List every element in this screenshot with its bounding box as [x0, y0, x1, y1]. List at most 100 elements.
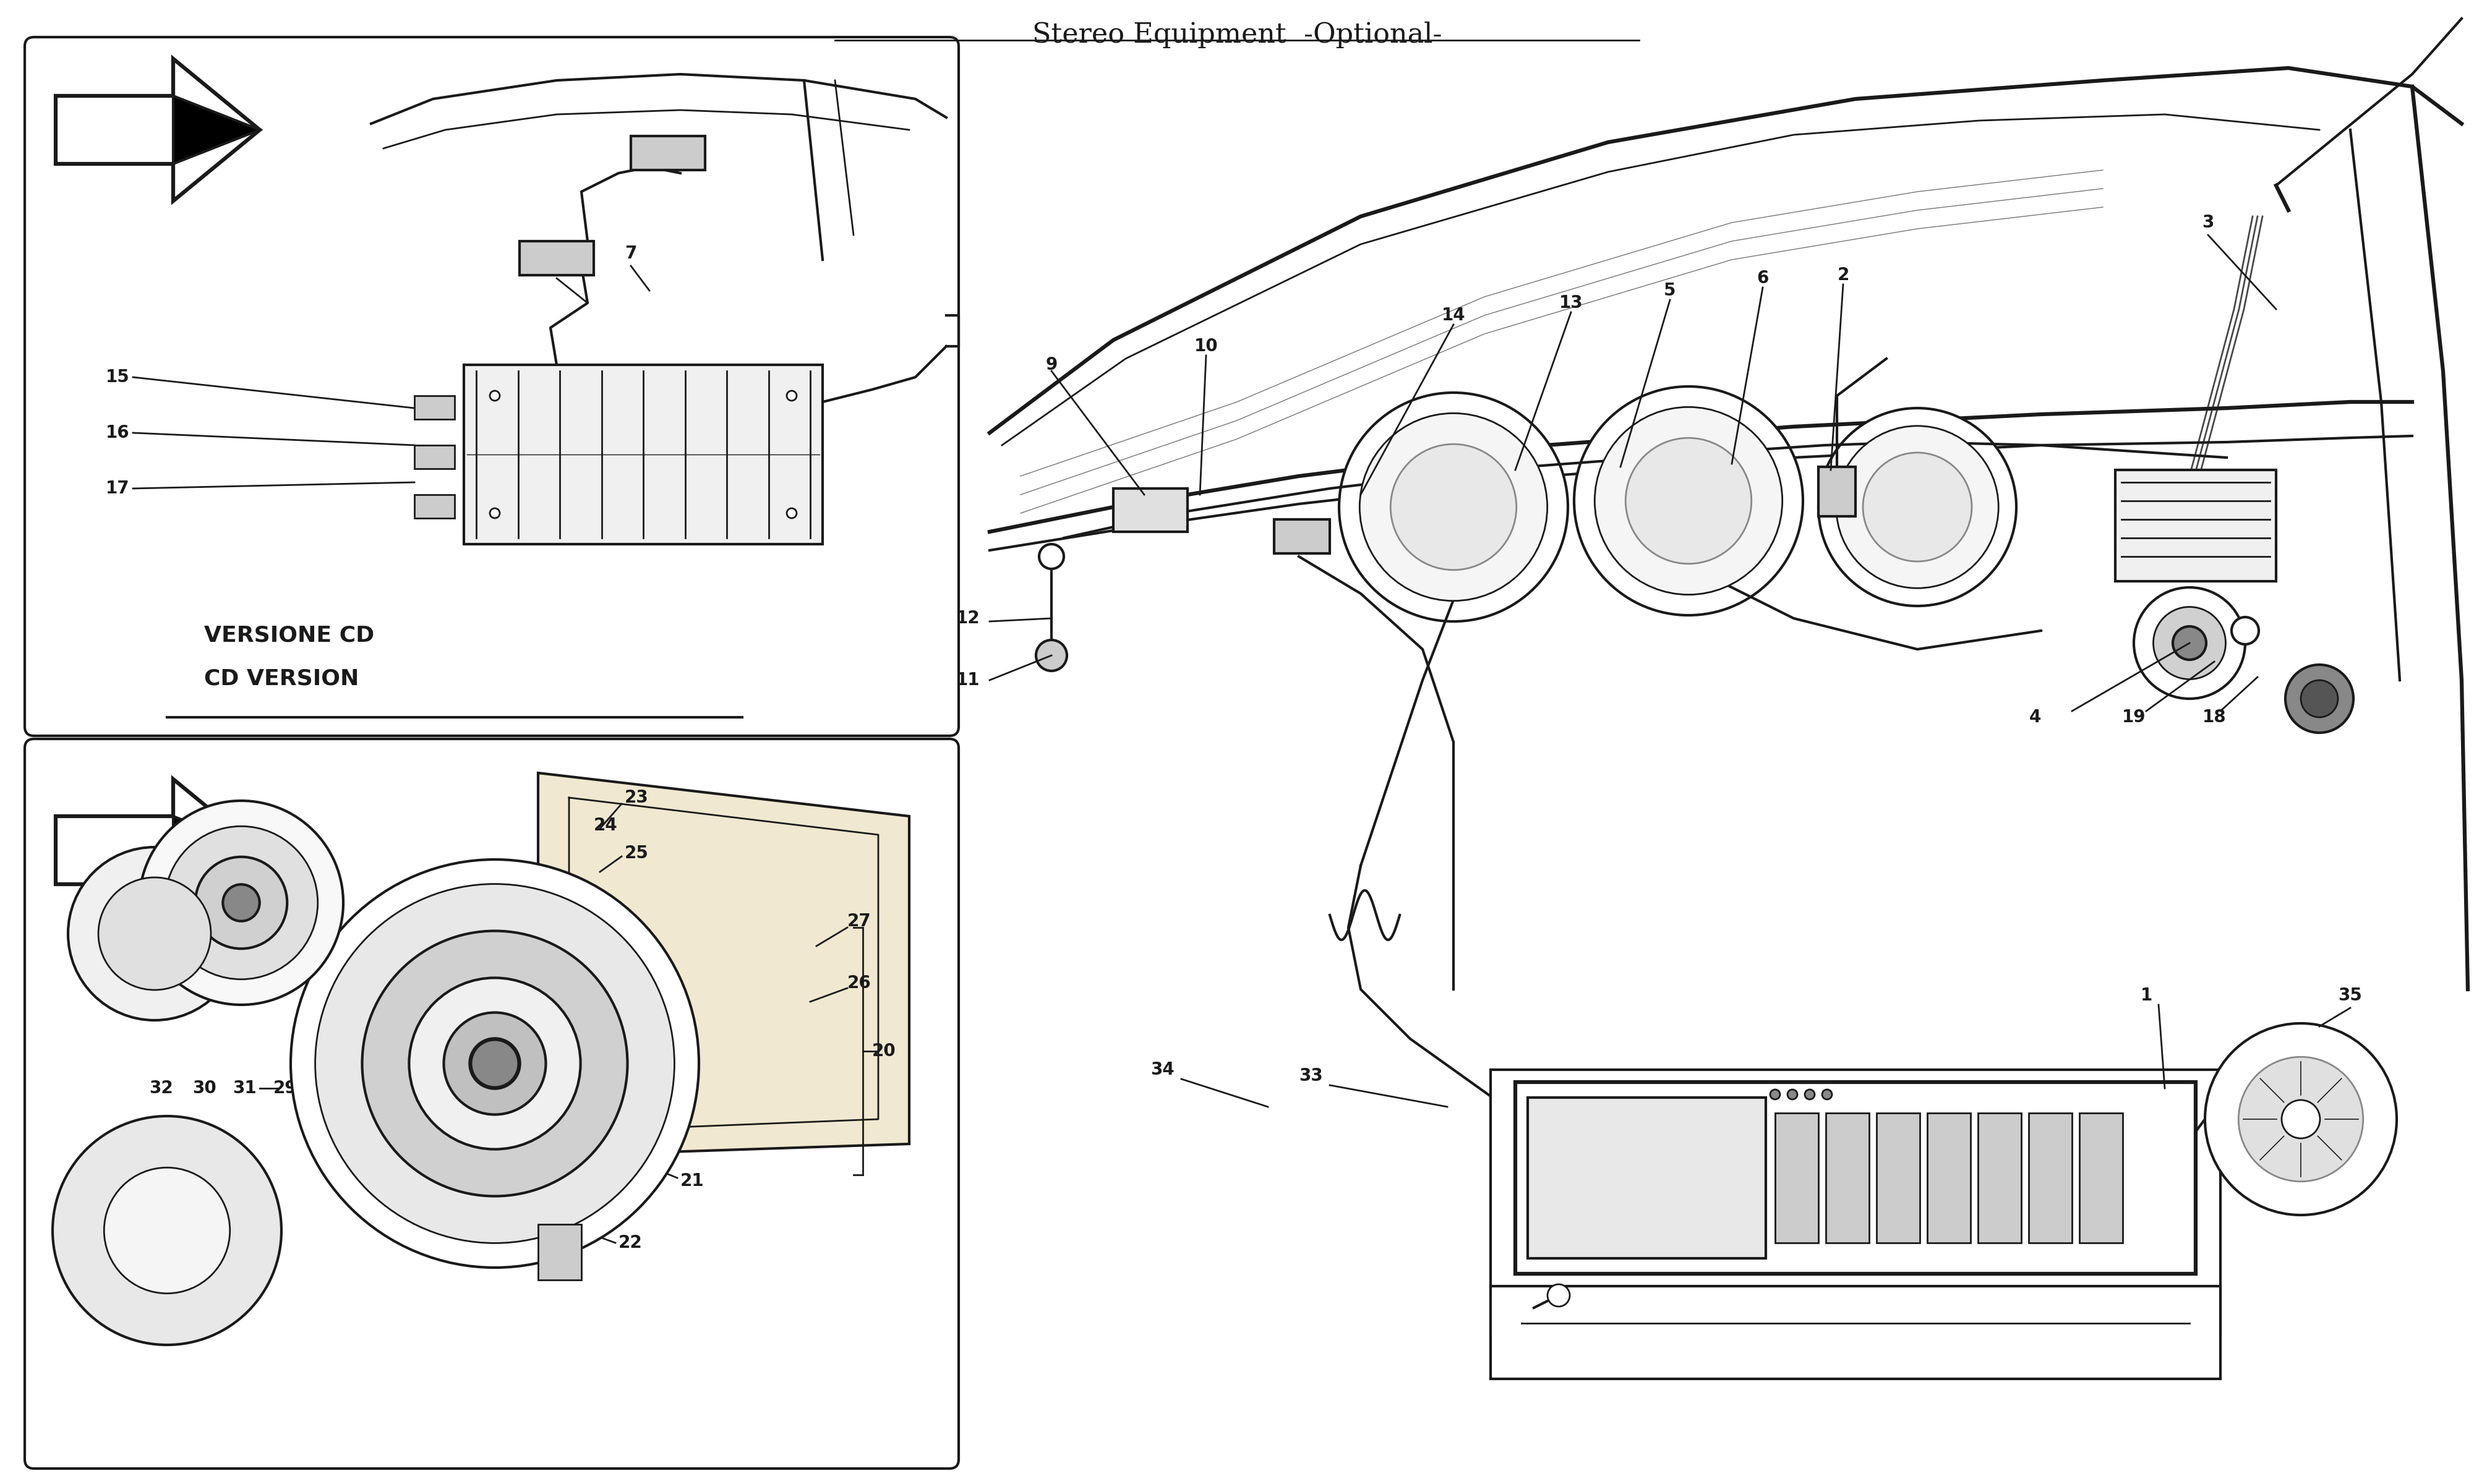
Text: 31: 31: [233, 1080, 257, 1097]
Circle shape: [139, 801, 344, 1005]
Circle shape: [470, 1039, 520, 1088]
Circle shape: [1596, 407, 1781, 595]
Circle shape: [99, 877, 210, 990]
Circle shape: [195, 856, 287, 948]
FancyBboxPatch shape: [25, 739, 960, 1469]
Text: 25: 25: [623, 844, 648, 862]
Text: 27: 27: [846, 913, 871, 930]
FancyBboxPatch shape: [25, 37, 960, 736]
Bar: [2029, 1113, 2073, 1244]
Bar: [465, 365, 821, 545]
Text: 35: 35: [2338, 987, 2363, 1005]
Bar: [1489, 1287, 2222, 1379]
Bar: [416, 494, 455, 518]
Bar: [2078, 1113, 2123, 1244]
Circle shape: [223, 884, 260, 922]
Circle shape: [2286, 665, 2353, 733]
Circle shape: [1818, 408, 2016, 605]
Circle shape: [314, 884, 675, 1244]
Text: 5: 5: [1665, 282, 1675, 300]
Text: 19: 19: [2123, 708, 2145, 726]
Circle shape: [1625, 438, 1752, 564]
Circle shape: [787, 508, 797, 518]
Circle shape: [52, 1116, 282, 1345]
Text: 33: 33: [1299, 1067, 1324, 1085]
Circle shape: [408, 978, 581, 1149]
Text: CD VERSION: CD VERSION: [203, 668, 359, 689]
Text: Stereo Equipment  -Optional-: Stereo Equipment -Optional-: [1032, 22, 1442, 49]
Circle shape: [292, 859, 700, 1267]
Text: 24: 24: [594, 816, 618, 834]
Bar: [1927, 1113, 1969, 1244]
Bar: [520, 240, 594, 275]
Text: 1: 1: [2140, 987, 2152, 1005]
Bar: [416, 445, 455, 469]
Bar: [1274, 519, 1331, 554]
Text: 17: 17: [106, 479, 129, 497]
Circle shape: [1806, 1089, 1816, 1100]
Circle shape: [443, 1012, 547, 1114]
Circle shape: [104, 1168, 230, 1294]
Text: 14: 14: [1442, 307, 1465, 324]
Circle shape: [1037, 640, 1066, 671]
Circle shape: [361, 930, 628, 1196]
Circle shape: [1786, 1089, 1796, 1100]
Bar: [539, 1224, 581, 1279]
Circle shape: [2133, 588, 2246, 699]
Text: 4: 4: [2029, 708, 2041, 726]
Bar: [1529, 1098, 1766, 1258]
Text: 12: 12: [955, 610, 980, 626]
Circle shape: [1836, 426, 1999, 588]
Circle shape: [2204, 1024, 2397, 1215]
Text: 23: 23: [623, 789, 648, 806]
Circle shape: [787, 390, 797, 401]
Polygon shape: [173, 96, 260, 163]
Text: 30: 30: [193, 1080, 218, 1097]
Text: 29: 29: [272, 1080, 297, 1097]
Text: 22: 22: [618, 1235, 643, 1251]
Text: 34: 34: [1150, 1061, 1175, 1079]
Text: 7: 7: [626, 245, 636, 263]
Circle shape: [1573, 386, 1804, 616]
Circle shape: [490, 390, 500, 401]
Bar: [1826, 1113, 1870, 1244]
Text: 8: 8: [552, 257, 562, 275]
Text: 32: 32: [148, 1080, 173, 1097]
Circle shape: [1549, 1284, 1571, 1306]
Text: 6: 6: [1757, 270, 1769, 286]
Bar: [416, 396, 455, 418]
Text: 21: 21: [680, 1172, 705, 1190]
Circle shape: [1361, 413, 1546, 601]
Bar: [631, 137, 705, 171]
Circle shape: [2239, 1057, 2363, 1181]
Circle shape: [2152, 607, 2227, 680]
Bar: [1979, 1113, 2021, 1244]
Polygon shape: [173, 816, 260, 922]
Text: 13: 13: [1559, 294, 1583, 312]
Bar: [1514, 1082, 2197, 1273]
Circle shape: [2281, 1100, 2321, 1138]
Circle shape: [1863, 453, 1972, 561]
Text: 10: 10: [1195, 337, 1217, 355]
Circle shape: [2301, 680, 2338, 717]
Text: 15: 15: [106, 368, 129, 386]
Text: VERSIONE CD: VERSIONE CD: [203, 625, 374, 646]
Circle shape: [1821, 1089, 1831, 1100]
Circle shape: [1390, 444, 1517, 570]
Circle shape: [1338, 393, 1569, 622]
Circle shape: [1771, 1089, 1781, 1100]
Bar: [1113, 488, 1188, 531]
Text: 28: 28: [314, 1080, 336, 1097]
Circle shape: [166, 827, 317, 979]
Polygon shape: [539, 773, 910, 1156]
Bar: [1776, 1113, 1818, 1244]
Circle shape: [2232, 617, 2259, 644]
Polygon shape: [54, 779, 260, 922]
Circle shape: [2172, 626, 2207, 660]
Bar: [2115, 470, 2276, 582]
Circle shape: [490, 508, 500, 518]
Text: 2: 2: [1838, 267, 1848, 283]
Polygon shape: [54, 59, 260, 200]
Text: 18: 18: [2202, 708, 2227, 726]
Bar: [1878, 1113, 1920, 1244]
